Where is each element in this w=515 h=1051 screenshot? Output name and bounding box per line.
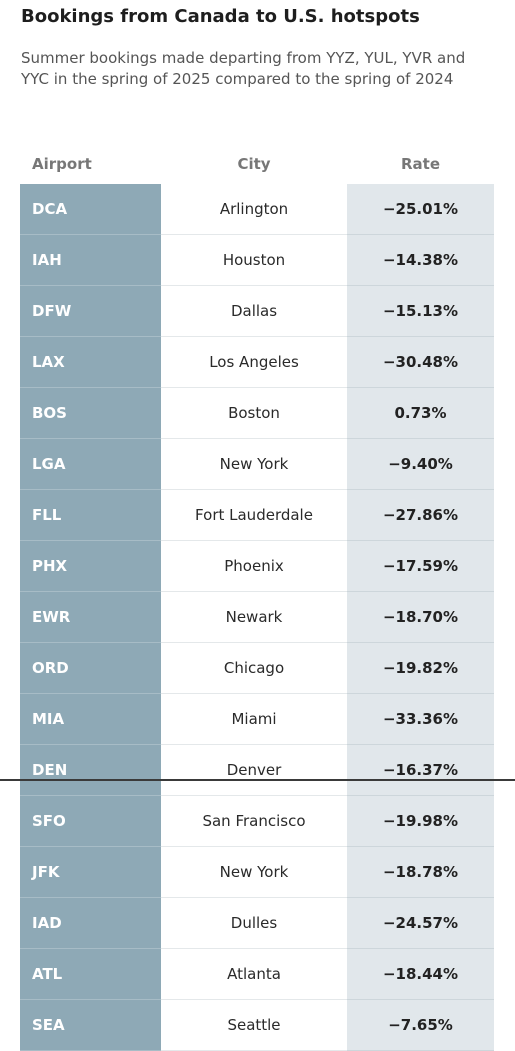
rate-value: −15.13% [347,286,494,337]
city-name: Los Angeles [161,337,347,388]
airport-code: MIA [20,694,161,745]
city-name: San Francisco [161,796,347,847]
rate-value: −24.57% [347,898,494,949]
table-row: LAX Los Angeles −30.48% [20,337,494,388]
city-name: Boston [161,388,347,439]
city-name: Denver [161,745,347,796]
airport-code: BOS [20,388,161,439]
city-name: Dallas [161,286,347,337]
city-name: New York [161,847,347,898]
airport-code: LGA [20,439,161,490]
table-row: FLL Fort Lauderdale −27.86% [20,490,494,541]
rate-value: −14.38% [347,235,494,286]
city-name: Atlanta [161,949,347,1000]
table-row: DFW Dallas −15.13% [20,286,494,337]
rate-value: −18.78% [347,847,494,898]
city-name: Seattle [161,1000,347,1051]
page-title: Bookings from Canada to U.S. hotspots [21,6,420,27]
table-row: ORD Chicago −19.82% [20,643,494,694]
table-header-row: Airport City Rate [20,144,494,184]
table-row: LGA New York −9.40% [20,439,494,490]
table-row: SFO San Francisco −19.98% [20,796,494,847]
bookings-table: Airport City Rate DCA Arlington −25.01% … [0,144,515,1051]
rate-value: −16.37% [347,745,494,796]
airport-code: DFW [20,286,161,337]
header-rate: Rate [400,155,441,173]
header-airport: Airport [32,155,92,173]
airport-code: SFO [20,796,161,847]
airport-code: EWR [20,592,161,643]
rate-value: −19.82% [347,643,494,694]
rate-value: −25.01% [347,184,494,235]
rate-value: −17.59% [347,541,494,592]
table-row: EWR Newark −18.70% [20,592,494,643]
table-row: BOS Boston 0.73% [20,388,494,439]
rate-value: −7.65% [347,1000,494,1051]
airport-code: ATL [20,949,161,1000]
rate-value: −18.44% [347,949,494,1000]
city-name: Arlington [161,184,347,235]
rate-value: −27.86% [347,490,494,541]
table-row: DEN Denver −16.37% [20,745,494,796]
city-name: Phoenix [161,541,347,592]
airport-code: JFK [20,847,161,898]
airport-code: DEN [20,745,161,796]
city-name: Newark [161,592,347,643]
airport-code: LAX [20,337,161,388]
rate-value: −30.48% [347,337,494,388]
airport-code: SEA [20,1000,161,1051]
airport-code: IAH [20,235,161,286]
city-name: Miami [161,694,347,745]
airport-code: DCA [20,184,161,235]
airport-code: PHX [20,541,161,592]
airport-code: FLL [20,490,161,541]
table-row: ATL Atlanta −18.44% [20,949,494,1000]
table-row: MIA Miami −33.36% [20,694,494,745]
city-name: Houston [161,235,347,286]
rate-value: −18.70% [347,592,494,643]
section-divider [0,779,515,781]
airport-code: ORD [20,643,161,694]
city-name: Chicago [161,643,347,694]
city-name: Fort Lauderdale [161,490,347,541]
table-row: DCA Arlington −25.01% [20,184,494,235]
rate-value: −19.98% [347,796,494,847]
city-name: New York [161,439,347,490]
table-row: IAD Dulles −24.57% [20,898,494,949]
page-subtitle: Summer bookings made departing from YYZ,… [21,49,466,88]
table-row: SEA Seattle −7.65% [20,1000,494,1051]
table-row: IAH Houston −14.38% [20,235,494,286]
city-name: Dulles [161,898,347,949]
table-row: JFK New York −18.78% [20,847,494,898]
table-row: PHX Phoenix −17.59% [20,541,494,592]
rate-value: 0.73% [347,388,494,439]
rate-value: −9.40% [347,439,494,490]
rate-value: −33.36% [347,694,494,745]
header-city: City [237,155,271,173]
table-body: DCA Arlington −25.01% IAH Houston −14.38… [0,184,515,1051]
airport-code: IAD [20,898,161,949]
